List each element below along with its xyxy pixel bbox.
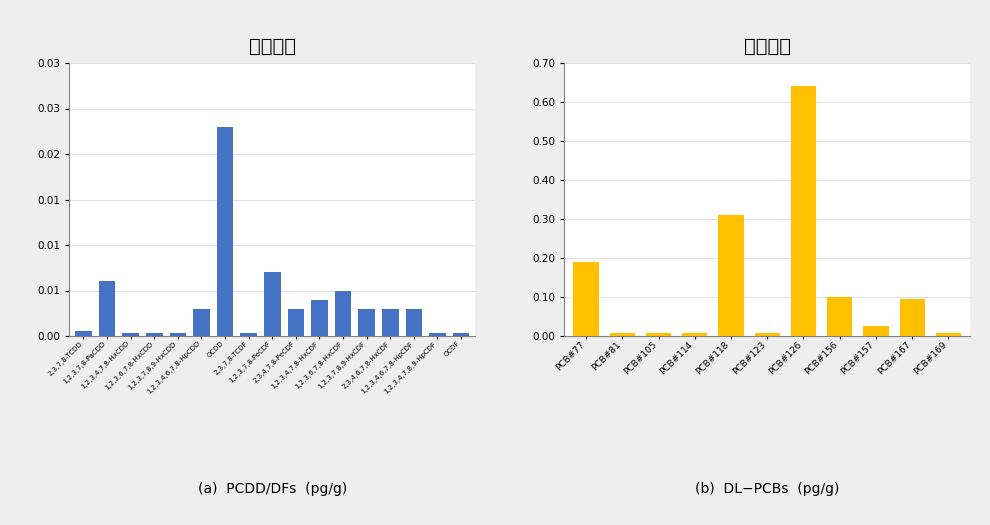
Bar	[311, 300, 328, 336]
Bar	[430, 333, 446, 336]
Bar	[358, 309, 375, 336]
Bar	[900, 299, 925, 336]
Bar	[382, 309, 399, 336]
Text: (a)  PCDD/DFs  (pg/g): (a) PCDD/DFs (pg/g)	[198, 482, 346, 497]
Bar	[287, 309, 304, 336]
Bar	[406, 309, 422, 336]
Bar	[863, 326, 889, 336]
Bar	[264, 272, 280, 336]
Bar	[827, 297, 852, 336]
Bar	[754, 333, 780, 336]
Bar	[241, 333, 257, 336]
Title: 가공소금: 가공소금	[743, 37, 791, 56]
Bar	[193, 309, 210, 336]
Bar	[335, 290, 351, 336]
Bar	[682, 333, 708, 336]
Bar	[452, 333, 469, 336]
Bar	[99, 281, 115, 336]
Bar	[573, 262, 599, 336]
Bar	[169, 333, 186, 336]
Bar	[610, 333, 635, 336]
Bar	[75, 331, 92, 336]
Title: 가공소금: 가공소금	[248, 37, 296, 56]
Bar	[791, 87, 816, 336]
Bar	[146, 333, 162, 336]
Bar	[936, 333, 961, 336]
Bar	[123, 333, 139, 336]
Bar	[217, 127, 234, 336]
Bar	[719, 215, 743, 336]
Text: (b)  DL−PCBs  (pg/g): (b) DL−PCBs (pg/g)	[695, 482, 840, 497]
Bar	[645, 333, 671, 336]
